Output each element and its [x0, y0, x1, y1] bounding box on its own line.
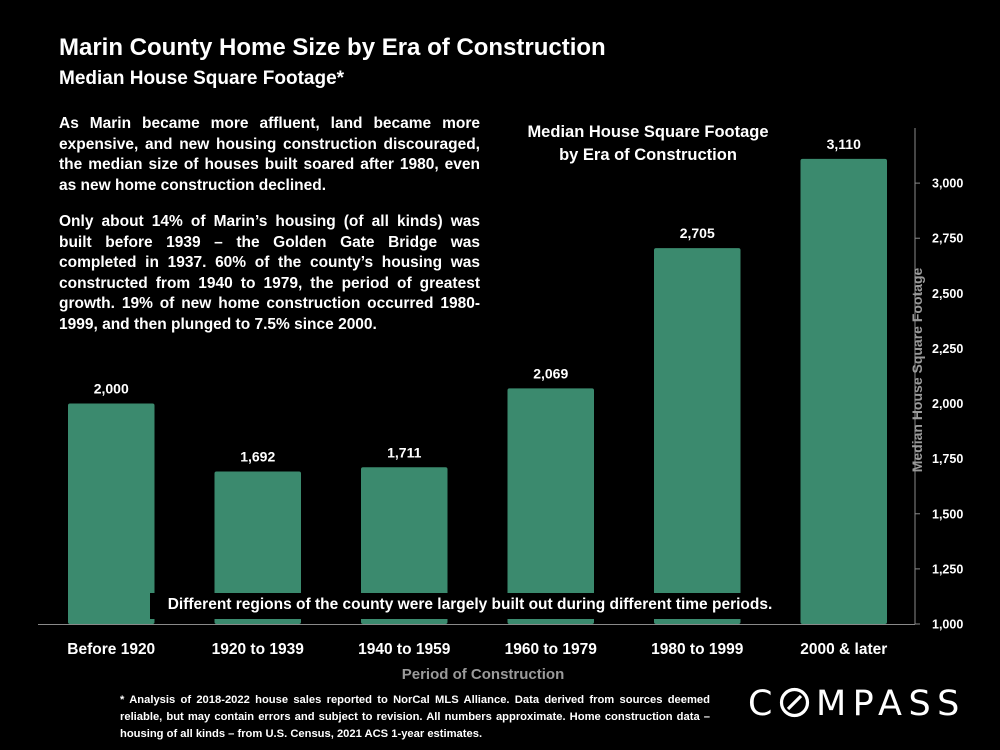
x-tick-label-1: 1920 to 1939	[212, 641, 305, 658]
x-tick-label-3: 1960 to 1979	[505, 641, 598, 658]
y-ticks-group: 1,000 1,250 1,500 1,750 2,000 2,250 2,500 2,750…	[915, 177, 963, 632]
bar-0	[68, 403, 155, 624]
chart-title: Median House Square Footage by Era of Co…	[498, 121, 798, 167]
bar-5	[800, 158, 887, 624]
regions-note: Different regions of the county were lar…	[150, 593, 790, 619]
y-tick-label-1: 1,250	[932, 562, 963, 576]
y-tick-label-3: 1,750	[932, 452, 963, 466]
value-labels-group: 2,000 1,692 1,711 2,069 2,705 3,110	[94, 136, 861, 465]
logo-text-end: MPASS	[815, 684, 966, 724]
narrative-paragraph-2: Only about 14% of Marin’s housing (of al…	[59, 213, 480, 333]
x-tick-label-0: Before 1920	[67, 641, 155, 658]
chart-title-line-1: Median House Square Footage	[527, 123, 769, 141]
value-label-2: 1,711	[387, 444, 421, 460]
x-tick-label-4: 1980 to 1999	[651, 641, 744, 658]
y-tick-label-2: 1,500	[932, 507, 963, 521]
value-label-5: 3,110	[827, 136, 861, 152]
y-tick-label-6: 2,500	[932, 287, 963, 301]
chart-title-line-2: by Era of Construction	[559, 146, 737, 164]
slide-subtitle: Median House Square Footage*	[59, 68, 345, 89]
x-tick-label-2: 1940 to 1959	[358, 641, 451, 658]
x-tick-label-5: 2000 & later	[800, 641, 887, 658]
y-tick-label-0: 1,000	[932, 618, 963, 632]
x-axis-title: Period of Construction	[402, 666, 565, 683]
y-axis-title: Median House Square Footage	[909, 267, 925, 472]
y-tick-label-4: 2,000	[932, 397, 963, 411]
value-label-0: 2,000	[94, 381, 129, 397]
x-tick-labels-group: Before 1920 1920 to 1939 1940 to 1959 1960 …	[67, 641, 887, 658]
value-label-1: 1,692	[240, 448, 275, 464]
narrative-paragraph-1: As Marin became more affluent, land beca…	[59, 115, 480, 194]
logo-text-start: C	[748, 684, 779, 724]
y-tick-label-8: 3,000	[932, 177, 963, 191]
bar-3	[507, 388, 594, 624]
value-label-3: 2,069	[533, 365, 568, 381]
footnote: * Analysis of 2018-2022 house sales repo…	[120, 694, 710, 740]
value-label-4: 2,705	[680, 225, 715, 241]
narrative-text: As Marin became more affluent, land beca…	[59, 114, 480, 351]
bar-4	[654, 248, 741, 625]
y-tick-label-5: 2,250	[932, 342, 963, 356]
compass-logo-o-icon	[779, 687, 810, 718]
compass-logo: C MPASS	[748, 684, 966, 724]
bar-1	[214, 471, 301, 624]
slide-title: Marin County Home Size by Era of Constru…	[59, 34, 606, 61]
y-tick-label-7: 2,750	[932, 232, 963, 246]
bars-group	[68, 158, 887, 625]
bar-2	[361, 467, 448, 624]
